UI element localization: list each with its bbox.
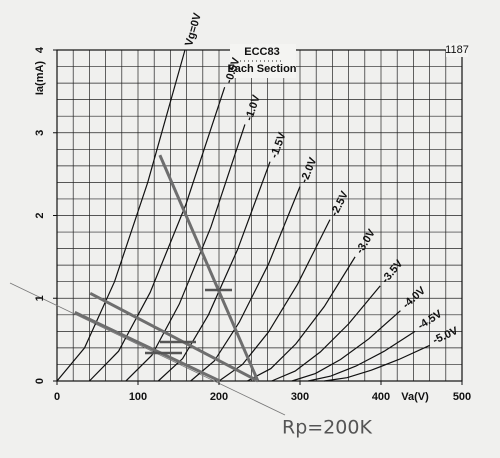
chart-subtitle: Each Section xyxy=(227,63,296,75)
load-line xyxy=(158,154,260,382)
x-axis-label: Va(V) xyxy=(401,391,429,403)
pencil-line xyxy=(9,282,286,416)
plate-curve xyxy=(157,161,271,382)
plate-curve xyxy=(291,310,401,382)
grid xyxy=(56,49,463,382)
y-tick-label: 3 xyxy=(34,130,46,136)
y-tick-label: 2 xyxy=(34,212,46,218)
x-tick-label: 300 xyxy=(291,391,309,403)
x-tick-label: 100 xyxy=(129,391,147,403)
y-axis-label: Ia(mA) xyxy=(34,61,46,96)
plate-curve xyxy=(307,330,416,382)
plate-curve xyxy=(88,87,226,382)
chart-title: ECC83 xyxy=(244,46,279,58)
plate-curve xyxy=(247,256,356,382)
plate-curve xyxy=(324,344,430,382)
load-line xyxy=(89,291,259,383)
x-tick-label: 400 xyxy=(372,391,390,403)
plate-curve xyxy=(56,49,186,382)
y-tick-label: 0 xyxy=(34,378,46,384)
code-box xyxy=(446,43,468,57)
x-tick-label: 500 xyxy=(453,391,471,403)
plate-curve xyxy=(125,124,246,382)
plate-curve xyxy=(190,186,301,382)
x-tick-label: 200 xyxy=(210,391,228,403)
y-tick-label: 4 xyxy=(34,46,46,53)
load-line xyxy=(74,310,221,383)
y-tick-label: 1 xyxy=(34,295,46,301)
code: 1187 xyxy=(445,44,469,56)
x-tick-label: 0 xyxy=(54,391,60,403)
plate-curve xyxy=(271,285,381,382)
annotation: Rp=200K xyxy=(282,417,372,439)
